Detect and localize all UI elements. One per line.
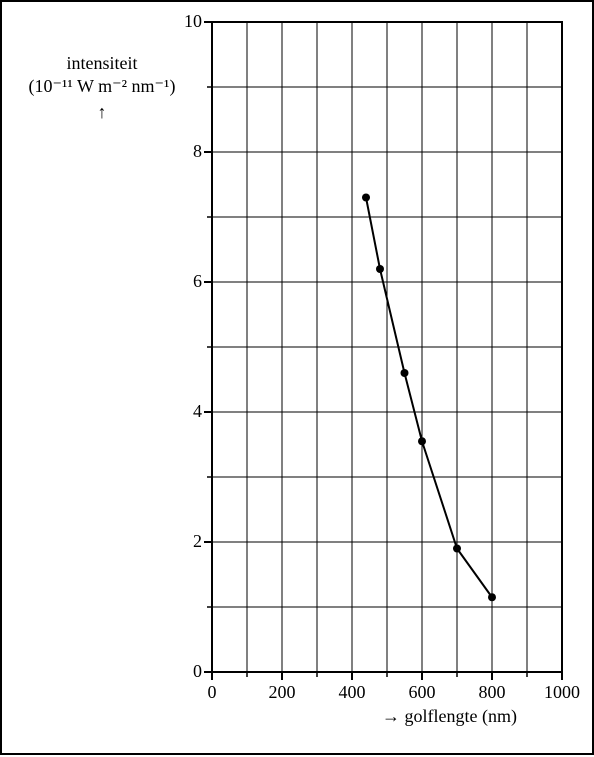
x-axis-label-text: golflengte (nm) (405, 706, 517, 726)
y-tick-label: 2 (172, 531, 202, 552)
x-tick-label: 200 (262, 682, 302, 703)
chart-frame: intensiteit (10⁻¹¹ W m⁻² nm⁻¹) ↑ 0200400… (0, 0, 594, 755)
y-tick-label: 10 (172, 11, 202, 32)
y-tick-label: 8 (172, 141, 202, 162)
x-tick-label: 600 (402, 682, 442, 703)
x-tick-label: 800 (472, 682, 512, 703)
x-axis-arrow: → (382, 706, 400, 726)
plot-area (2, 2, 594, 757)
y-tick-label: 0 (172, 661, 202, 682)
x-tick-label: 0 (192, 682, 232, 703)
y-tick-label: 4 (172, 401, 202, 422)
x-tick-label: 1000 (542, 682, 582, 703)
y-tick-label: 6 (172, 271, 202, 292)
x-tick-label: 400 (332, 682, 372, 703)
x-axis-label: → golflengte (nm) (382, 706, 517, 727)
